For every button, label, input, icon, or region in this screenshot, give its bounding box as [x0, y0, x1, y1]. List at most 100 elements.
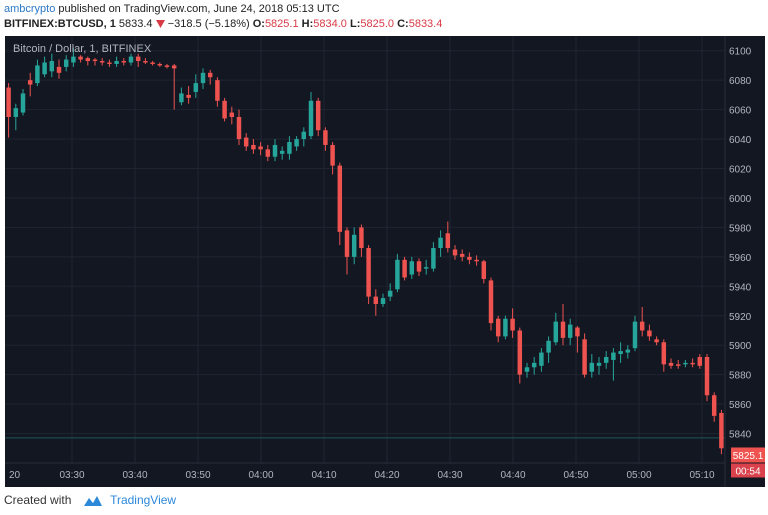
candle-body	[49, 61, 55, 72]
candle-body	[409, 261, 415, 275]
candle-body	[654, 339, 659, 343]
candle-body	[186, 94, 191, 98]
candle-body	[121, 61, 127, 63]
y-tick-label: 5980	[729, 223, 752, 234]
candle-body	[402, 259, 407, 278]
candle-body	[13, 108, 19, 117]
candle-body	[193, 83, 199, 92]
author-link[interactable]: ambcrypto	[4, 3, 56, 15]
y-tick-label: 6060	[729, 106, 752, 117]
candle-body	[517, 330, 523, 375]
x-tick-label: 20	[9, 470, 21, 481]
candle-body	[567, 324, 573, 338]
y-tick-label: 5860	[729, 400, 752, 411]
x-tick-label: 04:10	[311, 470, 336, 481]
candle-body	[416, 261, 422, 272]
publish-info: ambcrypto published on TradingView.com, …	[4, 3, 340, 15]
candle-body	[618, 351, 623, 355]
candle-body	[546, 340, 551, 353]
y-tick-label: 5940	[729, 282, 752, 293]
candle-body	[258, 146, 263, 150]
x-tick-label: 04:50	[563, 470, 588, 481]
candle-body	[531, 362, 537, 368]
candle-body	[243, 137, 249, 147]
candle-body	[704, 356, 710, 396]
candle-body	[582, 339, 587, 375]
candle-body	[92, 59, 98, 62]
candle-body	[330, 144, 335, 166]
candle-body	[539, 352, 544, 366]
y-tick-label: 5960	[729, 253, 752, 264]
candle-body	[56, 66, 62, 73]
x-tick-label: 05:00	[626, 470, 651, 481]
x-tick-label: 04:30	[437, 470, 462, 481]
candle-body	[294, 139, 299, 147]
candles-group	[6, 47, 724, 455]
candle-body	[661, 342, 667, 365]
candlestick-chart[interactable]: 6100 6080 6060 6040 6020 6000 5980 5960 5940 5920…	[5, 36, 765, 487]
candle-body	[287, 142, 292, 154]
y-tick-label: 6020	[729, 165, 752, 176]
candle-body	[42, 62, 47, 75]
open-value: 5825.1	[264, 18, 299, 30]
candle-body	[474, 259, 479, 262]
candle-body	[63, 59, 69, 67]
created-with-label: Created with	[4, 493, 72, 507]
candle-body	[143, 61, 148, 63]
candle-body	[6, 87, 11, 117]
published-text: published on TradingView.com, June 24, 2…	[55, 3, 340, 15]
low-label: L:	[349, 18, 361, 30]
current-price-tag	[731, 447, 765, 463]
candle-body	[78, 56, 83, 60]
candle-body	[481, 261, 487, 279]
candle-body	[207, 72, 213, 78]
candle-body	[596, 362, 602, 366]
candle-body	[251, 144, 256, 150]
x-tick-label: 04:00	[248, 470, 273, 481]
candle-body	[553, 321, 559, 343]
candle-body	[164, 65, 170, 67]
candle-body	[683, 362, 688, 365]
candle-body	[589, 362, 595, 372]
y-tick-label: 5920	[729, 312, 752, 323]
tradingview-cloud-icon[interactable]	[81, 494, 103, 507]
candle-body	[603, 356, 609, 363]
candle-body	[359, 227, 364, 249]
triangle-down-icon	[155, 20, 165, 28]
candle-body	[265, 149, 271, 157]
chart-grid	[5, 36, 725, 463]
candle-body	[395, 259, 400, 290]
candle-body	[488, 280, 494, 324]
candle-body	[229, 112, 235, 117]
candle-body	[114, 61, 119, 64]
candle-body	[107, 62, 112, 64]
candle-body	[85, 58, 91, 62]
chart-background	[5, 36, 765, 487]
y-tick-label: 5900	[729, 341, 752, 352]
close-label: C:	[397, 18, 409, 30]
symbol-label: BITFINEX:BTCUSD, 1	[4, 18, 116, 30]
candle-body	[99, 61, 105, 63]
high-value: 5834.0	[313, 18, 347, 30]
candle-body	[351, 234, 357, 257]
x-tick-label: 03:50	[185, 470, 210, 481]
low-value: 5825.0	[360, 18, 395, 30]
candle-body	[20, 93, 26, 113]
close-value: 5833.4	[408, 18, 443, 30]
candle-body	[459, 253, 465, 257]
candle-body	[236, 116, 242, 140]
candle-body	[157, 63, 163, 66]
candle-body	[179, 93, 184, 103]
candle-body	[344, 230, 350, 257]
candle-body	[495, 318, 501, 337]
candle-body	[323, 130, 328, 145]
y-tick-label: 5840	[729, 430, 752, 441]
candle-body	[128, 56, 134, 63]
tradingview-brand[interactable]: TradingView	[110, 493, 177, 507]
candle-body	[675, 364, 681, 366]
x-tick-label: 05:10	[689, 470, 714, 481]
candle-body	[215, 80, 220, 101]
candle-body	[611, 352, 616, 360]
ticker-line: BITFINEX:BTCUSD, 1 5833.4 −318.5 (−5.18%…	[4, 18, 442, 30]
candle-body	[510, 318, 515, 331]
